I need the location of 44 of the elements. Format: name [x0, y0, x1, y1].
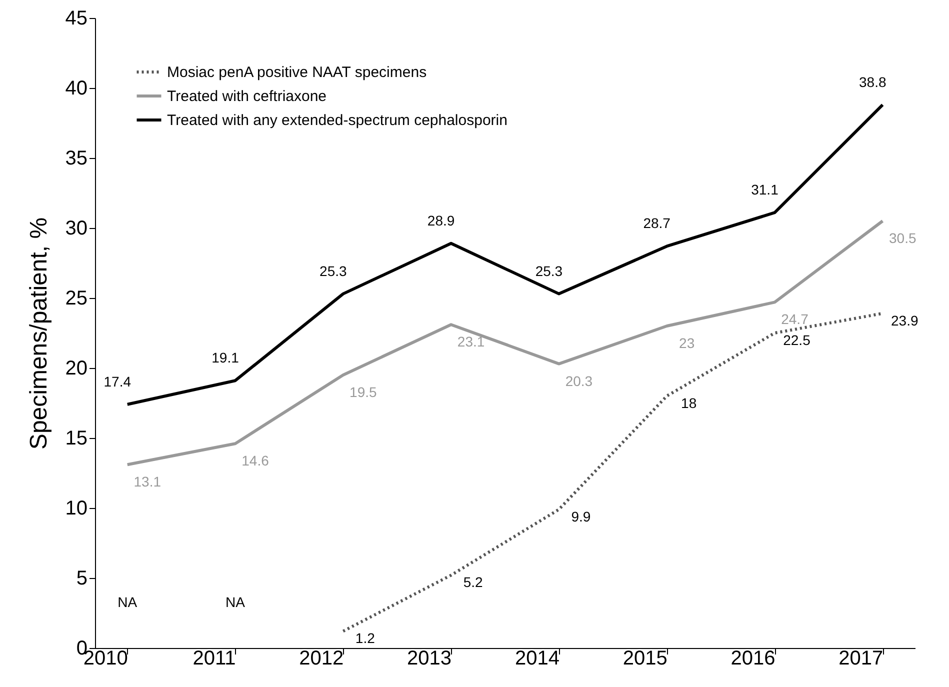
x-tick-label: 2015: [622, 648, 668, 670]
data-label: 23: [679, 335, 695, 351]
text: NA: [118, 594, 138, 610]
y-tick-label: 5: [76, 568, 88, 590]
x-tick-label: 2011: [192, 648, 236, 670]
text: NA: [226, 594, 245, 610]
data-label: 17.4: [104, 373, 132, 390]
data-label: 19.1: [212, 350, 240, 366]
x-tick-label: 2013: [407, 648, 452, 670]
y-tick-label: 30: [65, 218, 88, 240]
y-tick-label: 40: [65, 78, 88, 100]
data-label: 24.7: [781, 311, 809, 328]
data-label: 23.9: [891, 312, 918, 328]
y-tick-label: 45: [65, 8, 88, 30]
x-tick-label: 2012: [299, 648, 344, 670]
legend-label: Mosiac penA positive NAAT specimens: [167, 64, 427, 81]
data-label: 28.7: [643, 215, 671, 232]
data-label: 9.9: [571, 508, 591, 524]
x-tick-label: 2016: [730, 648, 776, 670]
data-label: 25.3: [320, 262, 347, 279]
y-tick-label: 20: [65, 358, 88, 380]
data-label: 25.3: [535, 262, 563, 279]
data-label: 5.2: [463, 574, 483, 590]
data-label: 18: [681, 395, 697, 411]
legend-label: Treated with ceftriaxone: [167, 88, 327, 105]
data-label: 19.5: [350, 384, 377, 400]
data-label: 22.5: [783, 332, 811, 348]
y-axis-title: Specimens/patient, %: [25, 217, 52, 450]
x-tick-label: 2014: [514, 648, 560, 670]
y-tick-label: 25: [65, 288, 88, 310]
data-label: 13.1: [134, 474, 162, 490]
data-label: 14.6: [242, 452, 270, 469]
y-tick-label: 10: [65, 498, 88, 520]
data-label: 28.9: [427, 212, 455, 228]
y-tick-label: 35: [65, 148, 88, 170]
data-label: 23.1: [457, 334, 485, 350]
y-tick-label: 15: [65, 428, 88, 450]
x-tick-label: 2017: [838, 648, 884, 670]
data-label: 38.8: [859, 74, 886, 90]
legend-label: Treated with any extended-spectrum cephalosporin: [167, 112, 508, 129]
data-label: 30.5: [889, 230, 916, 246]
data-label: 31.1: [751, 182, 779, 198]
data-label: 1.2: [355, 630, 376, 646]
data-label: 20.3: [565, 372, 593, 389]
